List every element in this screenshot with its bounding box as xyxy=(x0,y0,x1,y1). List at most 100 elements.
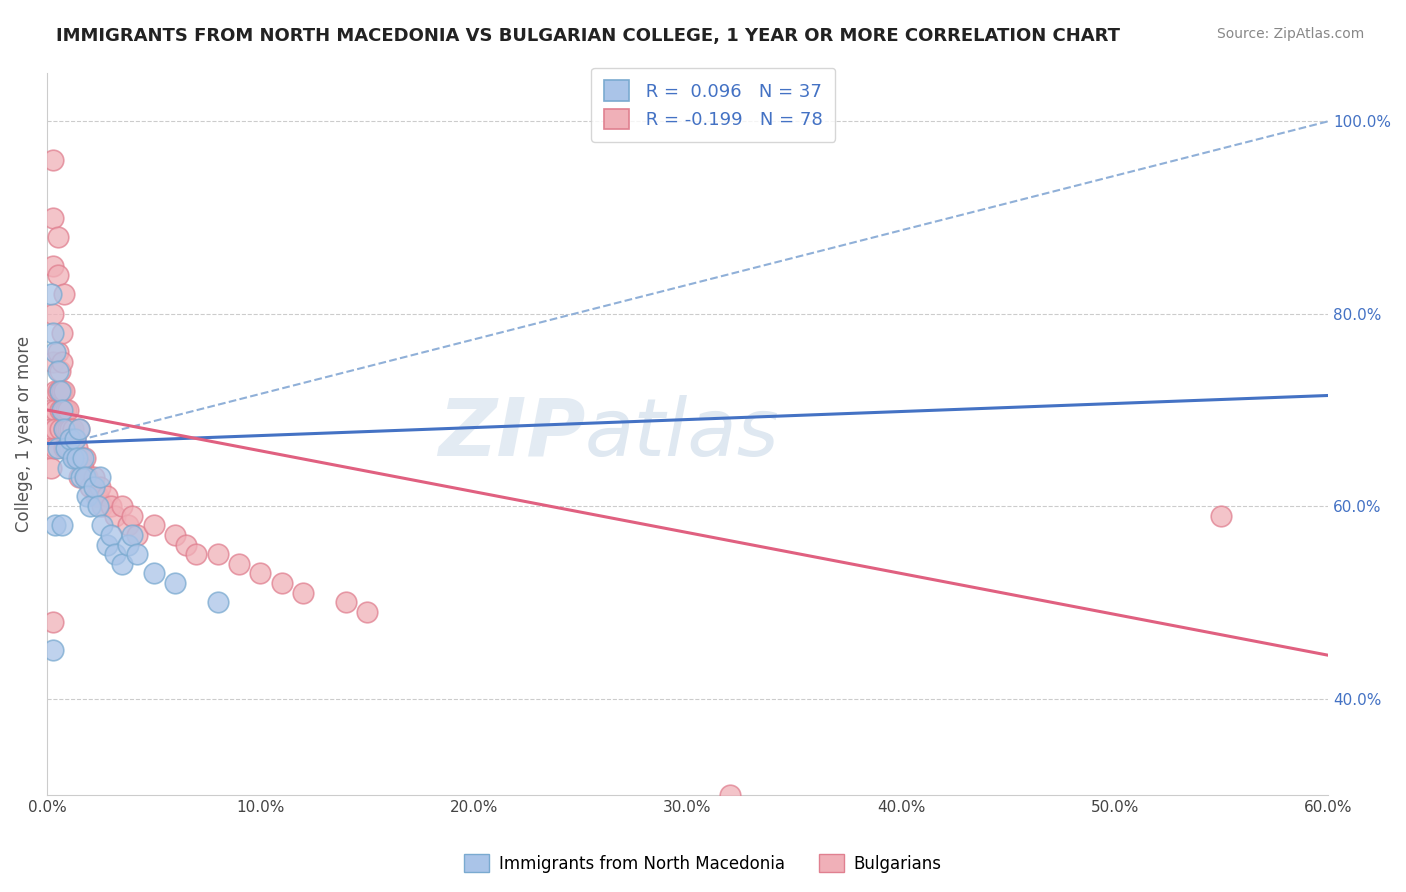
Point xyxy=(142,518,165,533)
Point xyxy=(52,422,75,436)
Point xyxy=(51,355,73,369)
Point xyxy=(58,442,80,456)
Point xyxy=(63,450,86,465)
Text: IMMIGRANTS FROM NORTH MACEDONIA VS BULGARIAN COLLEGE, 1 YEAR OR MORE CORRELATION: IMMIGRANTS FROM NORTH MACEDONIA VS BULGA… xyxy=(56,27,1121,45)
Point xyxy=(39,403,62,417)
Point xyxy=(111,499,134,513)
Point xyxy=(163,528,186,542)
Point xyxy=(207,547,229,561)
Point xyxy=(63,432,86,446)
Point xyxy=(44,442,66,456)
Point xyxy=(117,518,139,533)
Point xyxy=(42,643,65,657)
Point xyxy=(44,345,66,359)
Point xyxy=(52,442,75,456)
Point xyxy=(39,460,62,475)
Point xyxy=(48,403,70,417)
Point xyxy=(46,364,69,378)
Point xyxy=(76,490,98,504)
Point xyxy=(87,499,110,513)
Point xyxy=(125,528,148,542)
Point xyxy=(46,442,69,456)
Point xyxy=(70,470,93,484)
Point xyxy=(42,307,65,321)
Point xyxy=(91,518,114,533)
Point xyxy=(100,528,122,542)
Point xyxy=(58,403,80,417)
Point xyxy=(125,547,148,561)
Point xyxy=(292,585,315,599)
Point xyxy=(52,422,75,436)
Point xyxy=(75,470,97,484)
Point xyxy=(79,480,101,494)
Point xyxy=(111,557,134,571)
Point xyxy=(104,508,127,523)
Point xyxy=(104,547,127,561)
Point xyxy=(76,470,98,484)
Point xyxy=(72,450,94,465)
Point xyxy=(48,384,70,398)
Point xyxy=(39,422,62,436)
Point xyxy=(42,211,65,225)
Point xyxy=(44,403,66,417)
Point xyxy=(42,259,65,273)
Point xyxy=(55,403,77,417)
Y-axis label: College, 1 year or more: College, 1 year or more xyxy=(15,336,32,532)
Point xyxy=(121,508,143,523)
Point xyxy=(87,490,110,504)
Point xyxy=(163,576,186,591)
Point xyxy=(52,287,75,301)
Point xyxy=(67,422,90,436)
Point xyxy=(42,355,65,369)
Point xyxy=(174,538,197,552)
Point xyxy=(100,499,122,513)
Point xyxy=(48,422,70,436)
Legend: Immigrants from North Macedonia, Bulgarians: Immigrants from North Macedonia, Bulgari… xyxy=(458,847,948,880)
Point xyxy=(75,470,97,484)
Point xyxy=(59,422,82,436)
Point xyxy=(356,605,378,619)
Point xyxy=(91,499,114,513)
Point xyxy=(51,403,73,417)
Point xyxy=(718,788,741,802)
Point xyxy=(89,480,111,494)
Point xyxy=(228,557,250,571)
Point xyxy=(117,538,139,552)
Point xyxy=(42,326,65,340)
Point xyxy=(270,576,292,591)
Point xyxy=(48,384,70,398)
Point xyxy=(67,422,90,436)
Point xyxy=(59,432,82,446)
Point xyxy=(58,422,80,436)
Point xyxy=(63,432,86,446)
Point xyxy=(66,450,89,465)
Point xyxy=(44,518,66,533)
Point xyxy=(96,538,118,552)
Point xyxy=(70,450,93,465)
Point xyxy=(72,460,94,475)
Point xyxy=(79,499,101,513)
Point xyxy=(66,442,89,456)
Point xyxy=(46,384,69,398)
Point xyxy=(46,268,69,283)
Text: atlas: atlas xyxy=(585,395,780,473)
Point xyxy=(55,442,77,456)
Point xyxy=(249,566,271,581)
Point xyxy=(51,384,73,398)
Point xyxy=(46,345,69,359)
Point xyxy=(62,422,84,436)
Point xyxy=(55,442,77,456)
Point xyxy=(96,490,118,504)
Point xyxy=(48,364,70,378)
Point xyxy=(58,460,80,475)
Point xyxy=(39,442,62,456)
Point xyxy=(207,595,229,609)
Point xyxy=(52,384,75,398)
Text: ZIP: ZIP xyxy=(437,395,585,473)
Text: Source: ZipAtlas.com: Source: ZipAtlas.com xyxy=(1216,27,1364,41)
Point xyxy=(67,450,90,465)
Legend:  R =  0.096   N = 37,  R = -0.199   N = 78: R = 0.096 N = 37, R = -0.199 N = 78 xyxy=(591,68,835,142)
Point xyxy=(39,287,62,301)
Point xyxy=(75,450,97,465)
Point xyxy=(62,442,84,456)
